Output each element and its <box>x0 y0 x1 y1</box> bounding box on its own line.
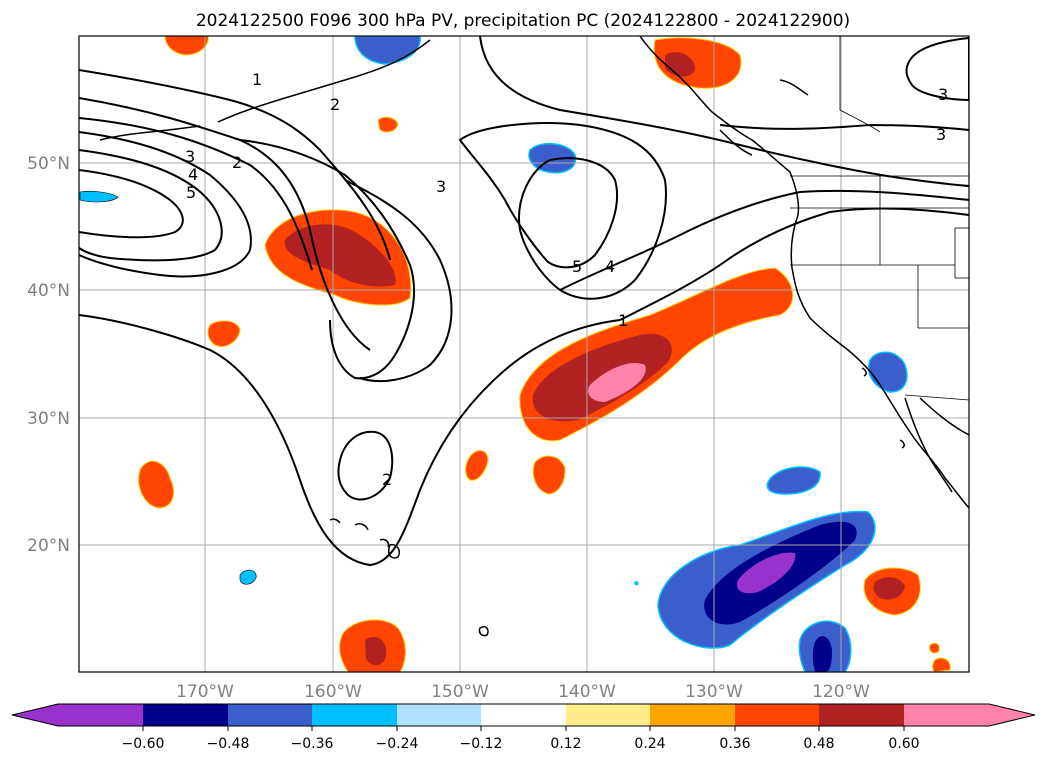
contour-label: 1 <box>618 311 628 330</box>
pv-contours <box>79 36 969 567</box>
colorbar-over-arrow <box>989 704 1035 726</box>
colorbar-segment <box>143 704 228 726</box>
contour-label: 5 <box>572 257 582 276</box>
colorbar-segment <box>650 704 735 726</box>
colorbar-tick-label: 0.12 <box>550 736 581 752</box>
map-panel: 1 2 3 4 5 2 3 2 1 4 5 3 3 <box>78 35 970 673</box>
lon-label: 120°W <box>812 682 870 702</box>
contour-label: 5 <box>186 183 196 202</box>
colorbar-tick-label: −0.24 <box>376 736 419 752</box>
positive-blob <box>532 455 566 495</box>
colorbar-segment <box>819 704 904 726</box>
colorbar-under-arrow <box>12 704 58 726</box>
lon-label: 140°W <box>558 682 616 702</box>
longitude-labels: 170°W 160°W 150°W 140°W 130°W 120°W <box>176 682 870 702</box>
positive-blob <box>138 460 174 509</box>
contour-label: 4 <box>188 165 198 184</box>
lon-label: 170°W <box>176 682 234 702</box>
colorbar-segment <box>566 704 650 726</box>
precip-shading <box>79 36 951 672</box>
contour-label: 3 <box>185 147 195 166</box>
map-frame <box>78 35 970 673</box>
colorbar-tick-label: 0.60 <box>888 736 919 752</box>
colorbar-segment <box>735 704 819 726</box>
contour-label: 2 <box>330 95 340 114</box>
colorbar-tick-label: −0.12 <box>460 736 503 752</box>
positive-blob <box>377 116 399 133</box>
pv-high-contours <box>458 122 667 300</box>
colorbar-tick-label: 0.24 <box>634 736 665 752</box>
negative-blob <box>766 466 821 495</box>
colorbar-segment <box>904 704 989 726</box>
positive-anomaly-band <box>519 267 794 442</box>
lon-label: 160°W <box>304 682 362 702</box>
contour-label: 4 <box>605 257 615 276</box>
lat-label: 30°N <box>27 409 70 429</box>
lat-label: 40°N <box>27 281 70 301</box>
contour-label: 3 <box>436 177 446 196</box>
figure-title: 2024122500 F096 300 hPa PV, precipitatio… <box>196 11 850 31</box>
latitude-labels: 50°N 40°N 30°N 20°N <box>27 154 70 556</box>
colorbar-ticks <box>142 726 905 731</box>
colorbar-segment <box>397 704 481 726</box>
colorbar-tick-label: −0.36 <box>291 736 334 752</box>
contour-label: 2 <box>232 153 242 172</box>
colorbar-segment <box>228 704 312 726</box>
lon-label: 130°W <box>685 682 743 702</box>
colorbar-segment <box>58 704 143 726</box>
colorbar: −0.60 −0.48 −0.36 −0.24 −0.12 0.12 0.24 … <box>11 703 1036 752</box>
lat-label: 50°N <box>27 154 70 174</box>
colorbar-tick-label: −0.60 <box>122 736 165 752</box>
positive-blob <box>465 450 489 481</box>
positive-blob <box>164 36 209 56</box>
negative-anomaly-southeast <box>657 510 876 649</box>
contour-label: 1 <box>252 70 262 89</box>
colorbar-tick-label: 0.48 <box>803 736 834 752</box>
colorbar-tick-label: 0.36 <box>719 736 750 752</box>
colorbar-segment <box>481 704 566 726</box>
colorbar-outline <box>11 703 1036 727</box>
contour-label: 2 <box>382 470 392 489</box>
contour-labels: 1 2 3 4 5 2 3 2 1 4 5 3 3 <box>185 70 948 489</box>
colorbar-tick-label: −0.48 <box>207 736 250 752</box>
political-borders <box>790 36 969 401</box>
lon-label: 150°W <box>431 682 489 702</box>
lat-label: 20°N <box>27 536 70 556</box>
contour-label: 3 <box>936 125 946 144</box>
contour-label: 3 <box>938 85 948 104</box>
colorbar-segment <box>312 704 397 726</box>
positive-blob <box>207 320 241 347</box>
